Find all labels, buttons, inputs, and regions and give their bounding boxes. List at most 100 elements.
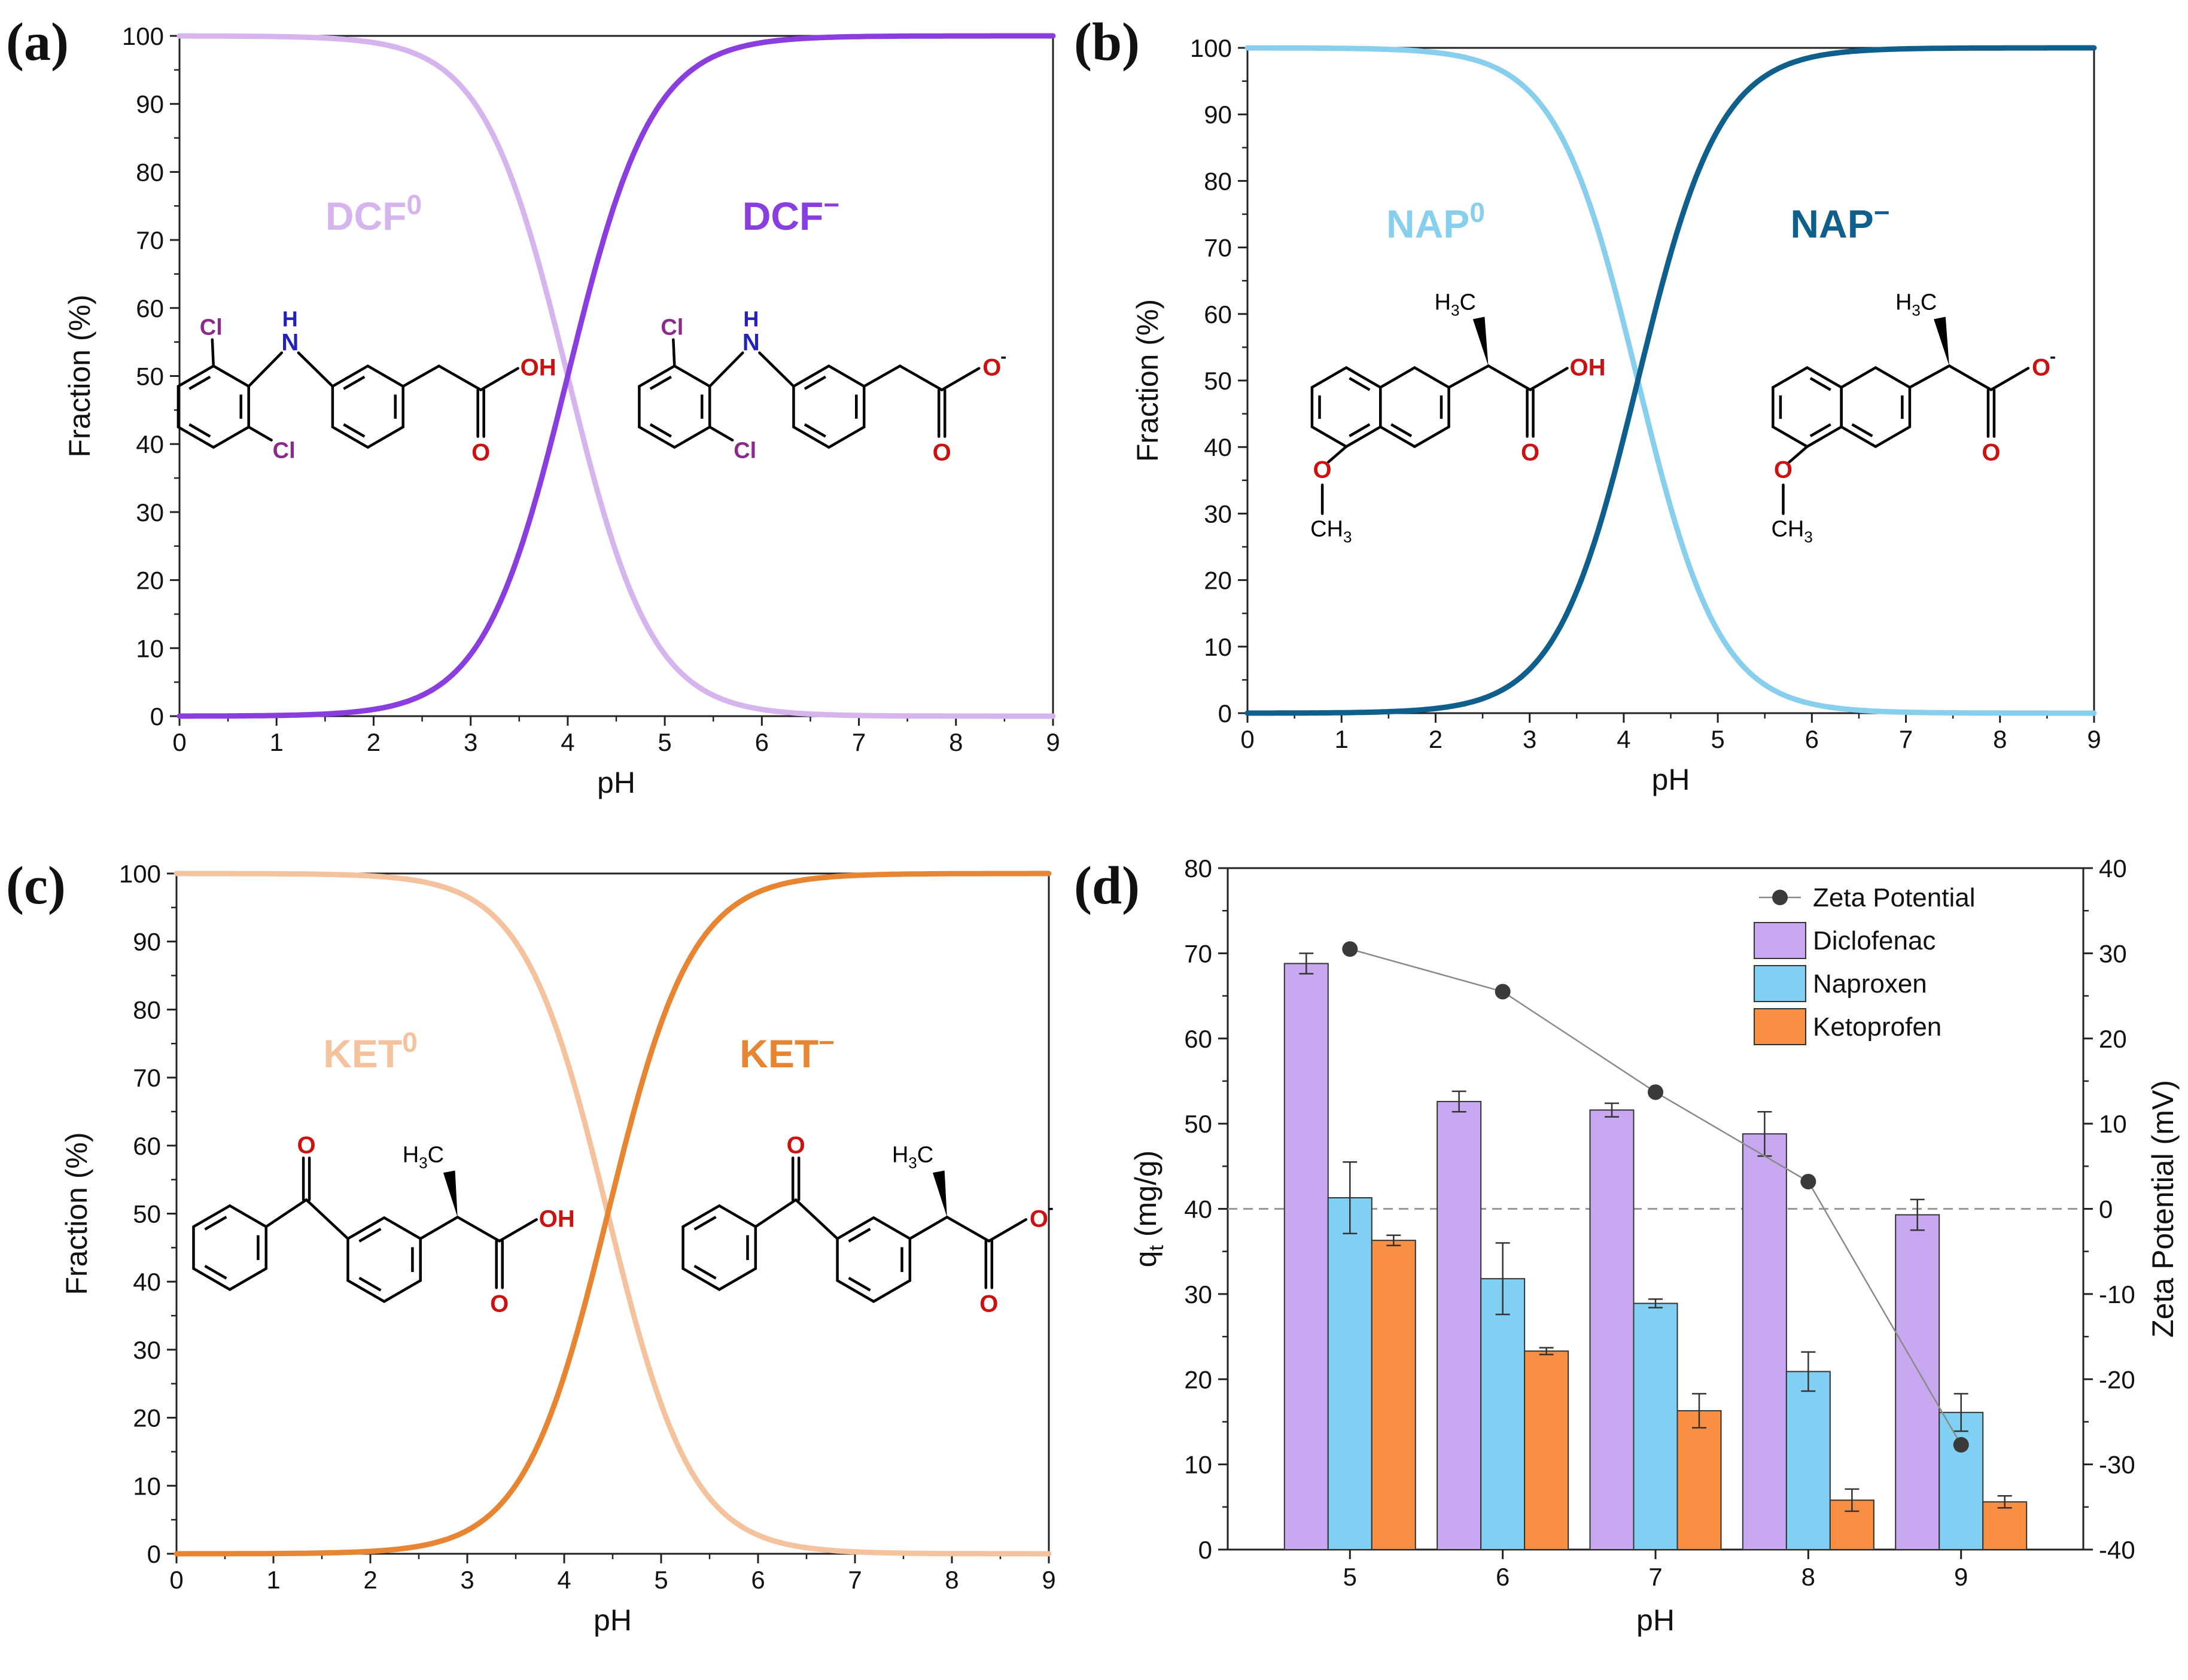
y-tick-label: 40 bbox=[1184, 1195, 1212, 1224]
x-tick-label: 7 bbox=[1648, 1563, 1662, 1591]
bond bbox=[758, 351, 795, 388]
x-tick-label: 0 bbox=[169, 1566, 183, 1594]
bond bbox=[456, 1216, 501, 1243]
species-superscript: − bbox=[1874, 197, 1890, 228]
bond bbox=[754, 1198, 798, 1228]
curve-anion bbox=[174, 871, 1052, 1557]
y-tick-label: 30 bbox=[133, 1336, 161, 1364]
keto-oxygen: O bbox=[787, 1132, 805, 1158]
y-tick-label: 10 bbox=[136, 634, 164, 662]
bar-ketoprofen bbox=[1524, 1350, 1569, 1551]
y-tick-label: 60 bbox=[1184, 1025, 1212, 1053]
y-tick-label: 60 bbox=[136, 294, 164, 322]
zeta-potential-point bbox=[1800, 1173, 1816, 1189]
x-tick-label: 9 bbox=[1042, 1566, 1055, 1594]
y-right-axis-label: Zeta Potential (mV) bbox=[2146, 1080, 2180, 1338]
phenyl-double-bond bbox=[804, 423, 826, 438]
carbonyl-oxygen: O bbox=[979, 1291, 998, 1317]
negative-charge: - bbox=[1048, 1198, 1054, 1218]
naphthalene-right-ring bbox=[1378, 366, 1450, 449]
y-axis-label: Fraction (%) bbox=[1131, 299, 1164, 462]
species-label-anion: DCF− bbox=[742, 189, 840, 238]
hydroxyl-group: OH bbox=[1570, 354, 1606, 381]
carbonyl-oxygen: O bbox=[1982, 439, 2000, 465]
methyl-label: H3C bbox=[1435, 290, 1476, 319]
methyl-subscript: 3 bbox=[908, 1154, 917, 1171]
bar-ketoprofen bbox=[1371, 1240, 1416, 1550]
carbonyl-oxygen: O bbox=[933, 440, 951, 466]
bond bbox=[708, 351, 744, 388]
y-tick-label: 50 bbox=[133, 1200, 161, 1228]
anion-oxygen: O bbox=[1030, 1206, 1048, 1232]
bar-naproxen bbox=[1785, 1371, 1831, 1551]
dichlorophenyl-double-bond bbox=[188, 375, 211, 390]
species-label-neutral: KET0 bbox=[323, 1027, 418, 1076]
phenyl-ring bbox=[836, 1216, 912, 1303]
bar-diclofenac bbox=[1742, 1133, 1787, 1550]
y-axis-label: Fraction (%) bbox=[60, 1132, 93, 1295]
species-label-anion: KET− bbox=[740, 1027, 835, 1076]
bond bbox=[264, 1198, 308, 1228]
methoxy-ch: CH bbox=[1771, 516, 1804, 541]
x-axis-label: pH bbox=[597, 766, 635, 799]
species-superscript: 0 bbox=[402, 1027, 418, 1058]
bond bbox=[1908, 364, 1951, 389]
bond bbox=[708, 425, 734, 442]
zeta-potential-point bbox=[1648, 1084, 1663, 1100]
bar-ketoprofen bbox=[1676, 1410, 1722, 1550]
naphthalene-left-double-bond bbox=[1809, 377, 1831, 391]
x-tick-label: 5 bbox=[658, 728, 671, 756]
y-tick-label: 80 bbox=[133, 996, 161, 1024]
hydroxyl-group: OH bbox=[539, 1206, 575, 1232]
y-tick-label: 50 bbox=[136, 363, 164, 391]
bar-naproxen bbox=[1939, 1411, 1984, 1551]
species-name: KET bbox=[740, 1031, 818, 1076]
bar-naproxen bbox=[1480, 1278, 1526, 1551]
x-tick-label: 9 bbox=[2087, 725, 2101, 753]
x-axis-label: pH bbox=[1636, 1603, 1675, 1637]
x-tick-label: 3 bbox=[464, 728, 477, 756]
y-axis-label-subscript: t bbox=[1145, 1245, 1168, 1251]
bond bbox=[247, 351, 284, 388]
panel-c: 0 1 2 3 4 5 6 7 8 90102030405060708090100pHFracti… bbox=[6, 856, 1056, 1637]
dichlorophenyl-ring bbox=[176, 364, 250, 449]
methoxy-subscript: 3 bbox=[1343, 528, 1352, 546]
species-superscript: − bbox=[818, 1027, 835, 1058]
zeta-potential-point bbox=[1342, 941, 1358, 957]
species-name: DCF bbox=[742, 194, 824, 238]
methyl-h: H bbox=[892, 1142, 908, 1167]
y-tick-label: 80 bbox=[136, 158, 164, 186]
bond bbox=[1529, 367, 1569, 391]
species-name: DCF bbox=[325, 194, 407, 238]
y-tick-label: 0 bbox=[150, 702, 164, 731]
bond bbox=[247, 425, 273, 442]
wedge-bond bbox=[932, 1170, 947, 1218]
methyl-h: H bbox=[1895, 290, 1912, 315]
panel-label: (c) bbox=[6, 856, 66, 915]
methoxy-methyl: CH3 bbox=[1771, 516, 1812, 546]
methyl-label: H3C bbox=[403, 1142, 444, 1171]
phenyl-ring bbox=[792, 364, 866, 449]
x-tick-label: 4 bbox=[1617, 725, 1630, 753]
panel-label: (a) bbox=[6, 13, 69, 72]
y-tick-label: 80 bbox=[1204, 167, 1232, 195]
methyl-subscript: 3 bbox=[1912, 301, 1920, 319]
bond bbox=[987, 1218, 1028, 1243]
y-tick-label: 90 bbox=[133, 928, 161, 956]
panel-label: (b) bbox=[1074, 13, 1140, 72]
bond bbox=[297, 351, 334, 388]
y-tick-label: 40 bbox=[133, 1268, 161, 1296]
curve-anion bbox=[1244, 45, 2097, 716]
chlorine-top: Cl bbox=[661, 315, 683, 340]
curve-neutral bbox=[176, 33, 1056, 719]
methoxy-ch: CH bbox=[1310, 516, 1343, 541]
x-tick-label: 7 bbox=[848, 1566, 862, 1594]
bond bbox=[672, 338, 676, 367]
methoxy-subscript: 3 bbox=[1804, 528, 1812, 546]
legend-zeta-marker bbox=[1772, 890, 1788, 905]
x-tick-label: 1 bbox=[1335, 725, 1349, 753]
methyl-h: H bbox=[403, 1142, 419, 1167]
